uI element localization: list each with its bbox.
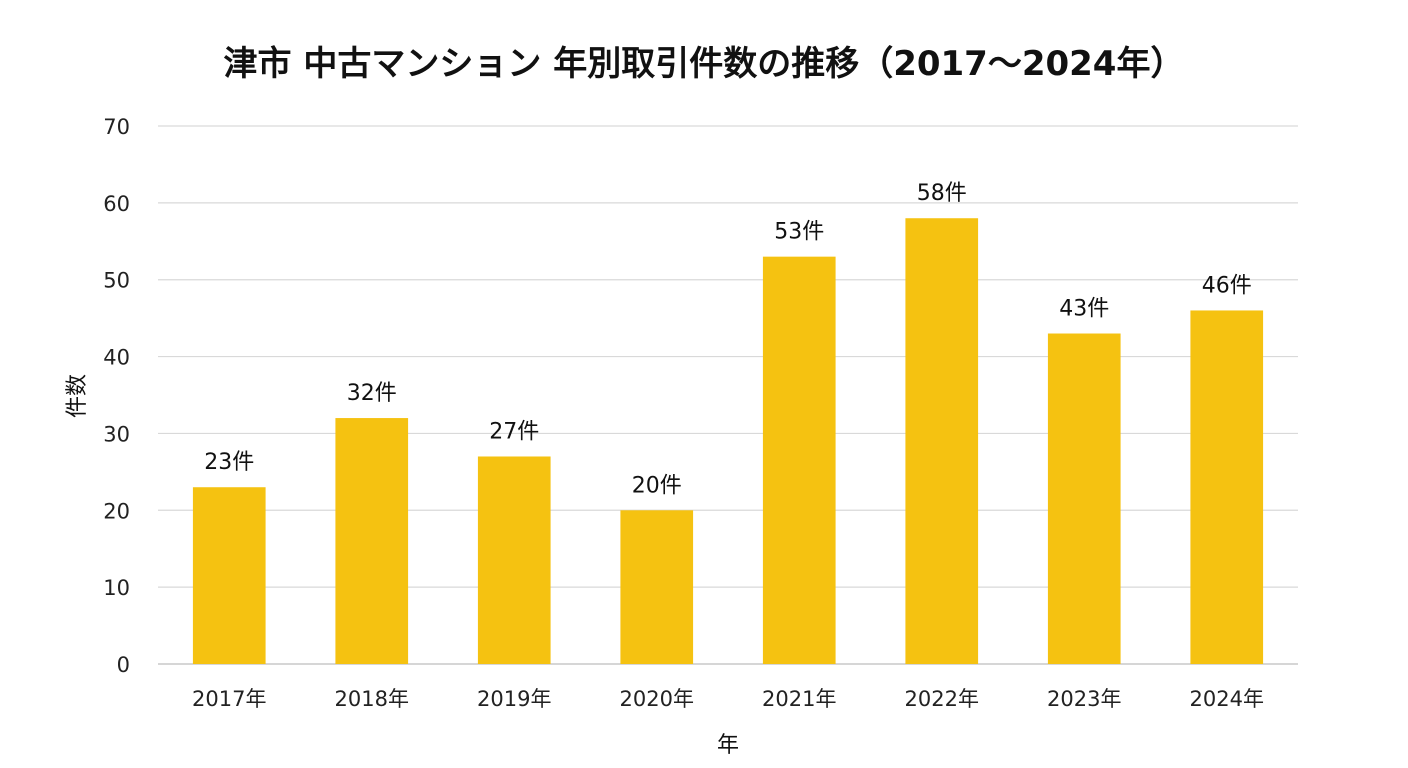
data-label: 32件 xyxy=(347,381,397,406)
data-labels: 23件 32件 27件 20件 53件 58件 43件 46件 xyxy=(204,181,1252,498)
y-axis-title: 件数 xyxy=(65,374,90,418)
bar xyxy=(762,256,836,664)
x-tick-label: 2023年 xyxy=(1047,687,1121,711)
bars xyxy=(192,218,1264,664)
x-tick-label: 2017年 xyxy=(192,687,266,711)
x-axis-title: 年 xyxy=(717,733,739,758)
bar xyxy=(1190,310,1264,664)
x-axis-ticks: 2017年 2018年 2019年 2020年 2021年 2022年 2023年 2024年 xyxy=(192,687,1264,711)
y-tick-label: 0 xyxy=(117,653,130,677)
data-label: 58件 xyxy=(917,181,967,206)
x-tick-label: 2024年 xyxy=(1190,687,1264,711)
x-tick-label: 2022年 xyxy=(905,687,979,711)
data-label: 53件 xyxy=(774,220,824,245)
y-tick-label: 50 xyxy=(103,269,130,293)
bar xyxy=(335,418,409,664)
data-label: 43件 xyxy=(1059,297,1109,322)
data-label: 20件 xyxy=(632,473,682,498)
y-tick-label: 70 xyxy=(103,115,130,139)
data-label: 23件 xyxy=(204,450,254,475)
y-axis-ticks: 0 10 20 30 40 50 60 70 xyxy=(103,115,130,677)
gridlines xyxy=(158,125,1298,665)
bar xyxy=(1047,333,1121,664)
bar xyxy=(477,456,551,664)
x-tick-label: 2019年 xyxy=(477,687,551,711)
x-tick-label: 2020年 xyxy=(620,687,694,711)
x-tick-label: 2018年 xyxy=(335,687,409,711)
bar xyxy=(192,487,266,664)
y-tick-label: 40 xyxy=(103,346,130,370)
bar xyxy=(905,218,979,664)
data-label: 27件 xyxy=(489,419,539,444)
chart-title: 津市 中古マンション 年別取引件数の推移（2017〜2024年） xyxy=(223,44,1185,84)
bar xyxy=(620,510,694,664)
data-label: 46件 xyxy=(1202,273,1252,298)
y-tick-label: 20 xyxy=(103,499,130,523)
y-tick-label: 30 xyxy=(103,422,130,446)
x-tick-label: 2021年 xyxy=(762,687,836,711)
y-tick-label: 60 xyxy=(103,192,130,216)
y-tick-label: 10 xyxy=(103,576,130,600)
